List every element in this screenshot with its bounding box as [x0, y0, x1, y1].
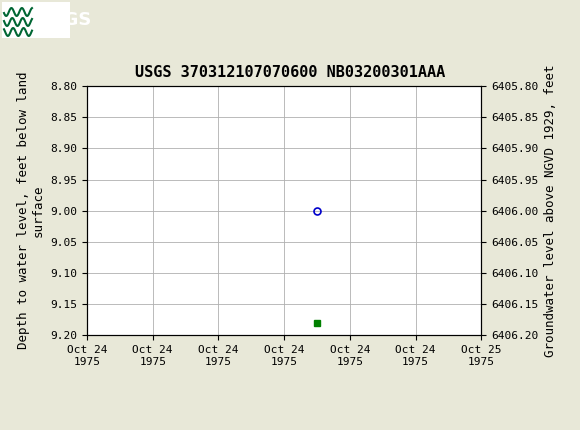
Bar: [2, 2, 70, 38]
Y-axis label: Groundwater level above NGVD 1929, feet: Groundwater level above NGVD 1929, feet: [544, 64, 557, 357]
Y-axis label: Depth to water level, feet below land
surface: Depth to water level, feet below land su…: [17, 72, 45, 350]
Text: USGS 370312107070600 NB03200301AAA: USGS 370312107070600 NB03200301AAA: [135, 64, 445, 80]
Text: USGS: USGS: [36, 11, 92, 29]
